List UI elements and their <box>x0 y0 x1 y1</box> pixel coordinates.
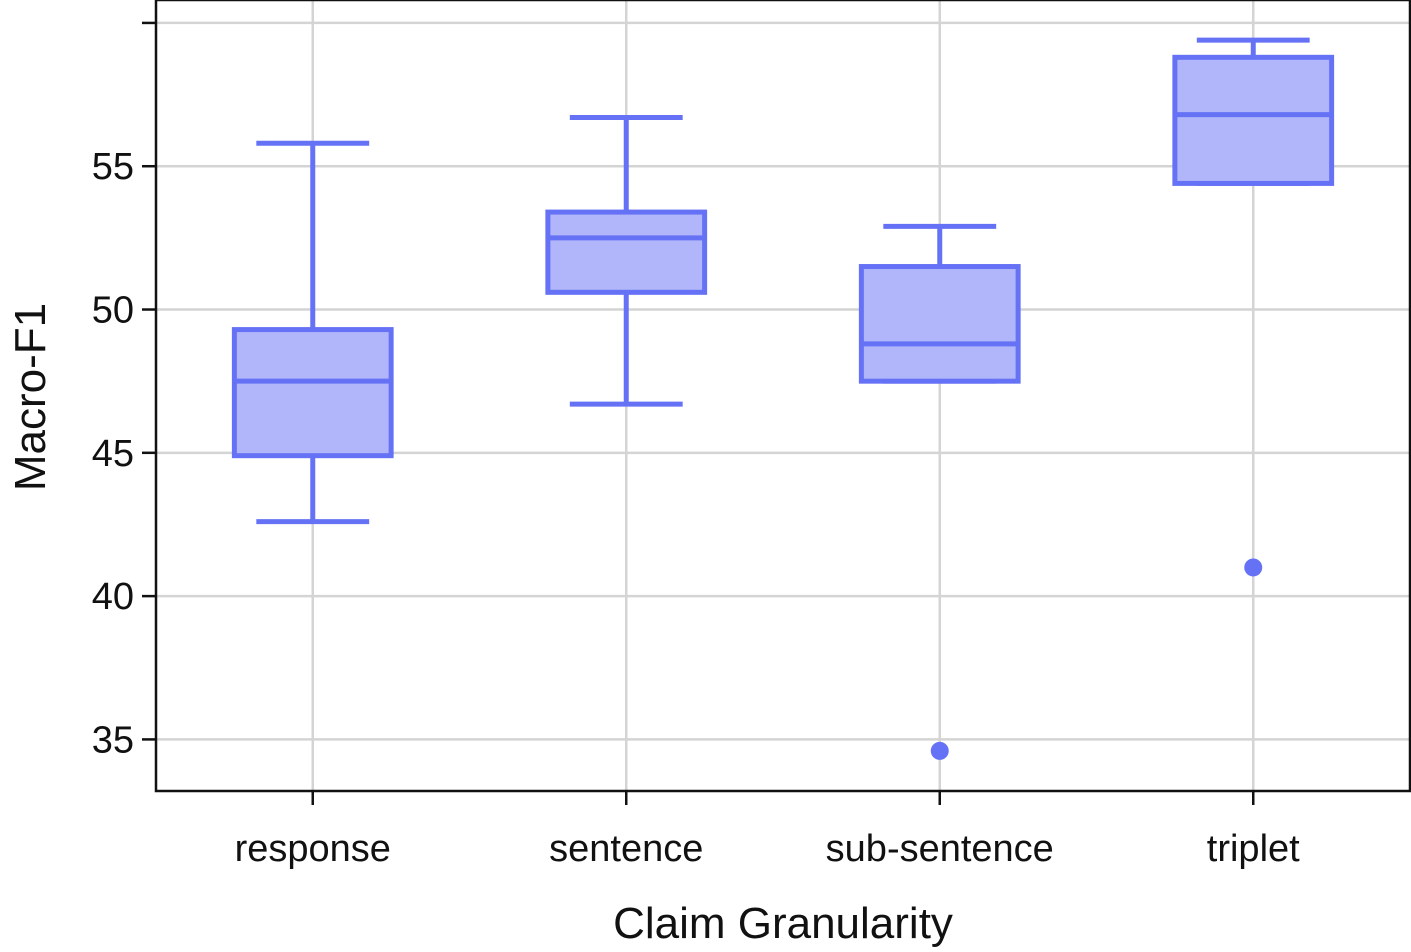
y-tick-label: 50 <box>92 290 134 332</box>
interquartile-box <box>231 327 394 459</box>
interquartile-box <box>545 209 708 295</box>
vertical-grid-lines <box>311 0 1255 791</box>
y-tick-label: 40 <box>92 576 134 618</box>
plot-frame <box>154 0 1411 793</box>
outlier-point <box>930 741 949 760</box>
x-axis-title: Claim Granularity <box>613 899 953 948</box>
y-tick-label: 35 <box>92 719 134 761</box>
x-tick-label: sub-sentence <box>826 828 1054 870</box>
box-series <box>231 37 1335 760</box>
x-tick-label: sentence <box>549 828 703 870</box>
box-sentence <box>545 115 708 407</box>
x-axis: response sentence sub-sentence triplet <box>235 791 1300 870</box>
box-sub-sentence <box>858 223 1021 760</box>
y-tick-label: 55 <box>92 146 134 188</box>
box-response <box>231 140 394 525</box>
y-tick-label: 45 <box>92 433 134 475</box>
interquartile-box <box>858 264 1021 384</box>
y-axis: 35 40 45 50 55 <box>92 21 156 761</box>
x-tick-label: triplet <box>1207 828 1300 870</box>
interquartile-box <box>1172 54 1335 186</box>
box-triplet <box>1172 37 1335 577</box>
outlier-point <box>1244 558 1263 577</box>
y-axis-title: Macro-F1 <box>6 303 55 491</box>
x-tick-label: response <box>235 828 391 870</box>
